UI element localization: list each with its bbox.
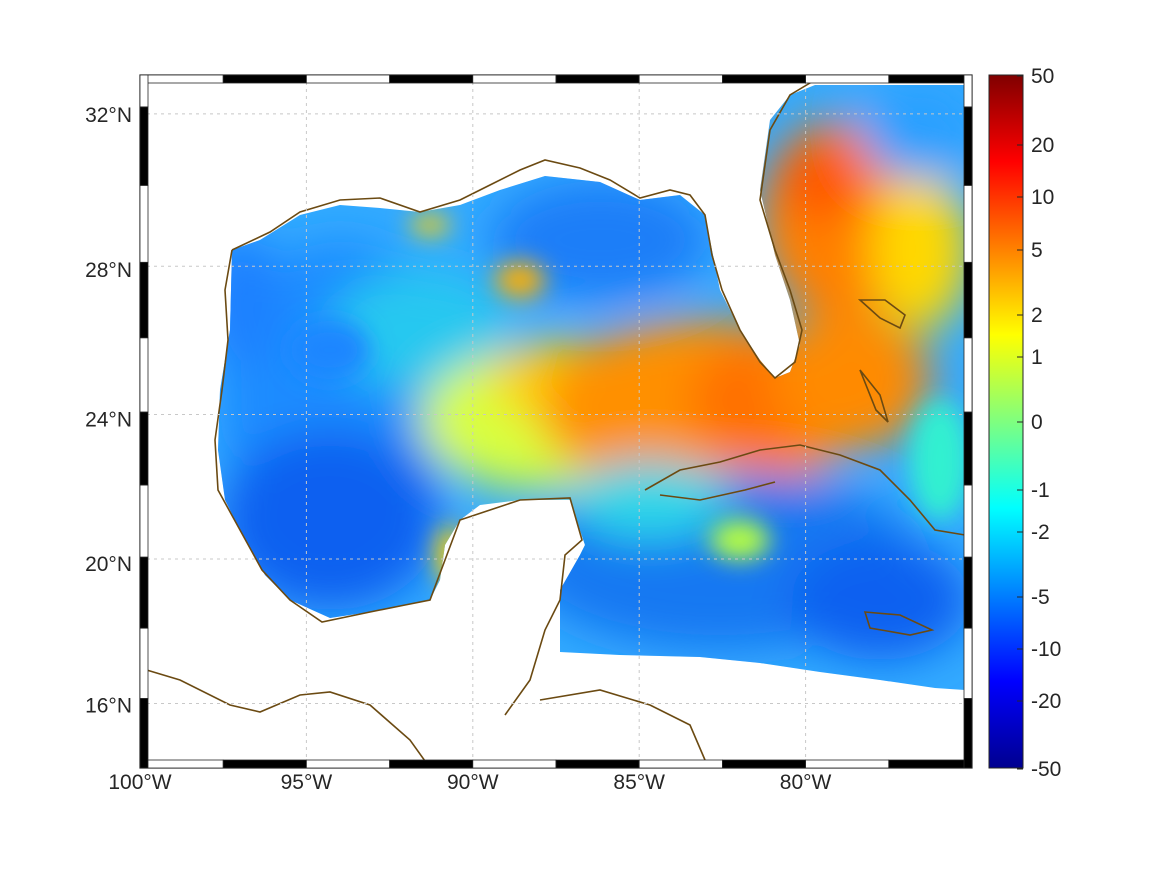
frame-band-bottom	[139, 759, 224, 769]
colorbar-tick-label: 0	[1031, 411, 1043, 434]
frame-band-bottom	[638, 759, 723, 769]
frame-band-bottom	[555, 759, 640, 769]
lat-tick-label: 16°N	[85, 694, 132, 717]
frame-band-left	[139, 106, 149, 186]
frame-band-top	[555, 74, 640, 84]
frame-band-top	[305, 74, 390, 84]
frame-band-right	[963, 184, 973, 263]
frame-band-top	[139, 74, 224, 84]
colorbar-tick-label: 1	[1031, 346, 1043, 369]
frame-band-left	[139, 411, 149, 486]
colorbar-tick-label: -1	[1031, 479, 1050, 502]
frame-band-bottom	[805, 759, 890, 769]
colorbar-tick-label: -50	[1031, 758, 1061, 781]
colorbar-tick-label: -5	[1031, 586, 1050, 609]
map-frame	[139, 74, 973, 769]
lat-tick-label: 32°N	[85, 104, 132, 127]
frame-band-top	[222, 74, 307, 84]
lat-tick-label: 28°N	[85, 259, 132, 282]
lat-tick-label: 24°N	[85, 408, 132, 431]
colorbar-tick-label: 50	[1031, 65, 1054, 88]
frame-band-top	[805, 74, 890, 84]
frame-band-top	[638, 74, 723, 84]
frame-band-left	[139, 556, 149, 629]
frame-band-top	[389, 74, 474, 84]
frame-band-right	[963, 627, 973, 699]
frame-band-left	[139, 74, 149, 108]
frame-band-bottom	[389, 759, 474, 769]
lat-tick-labels: 32°N 28°N 24°N 20°N 16°N	[85, 104, 132, 718]
lon-tick-label: 95°W	[281, 771, 333, 794]
frame-band-right	[963, 337, 973, 413]
coastlines	[139, 79, 966, 769]
lon-tick-labels: 100°W 95°W 90°W 85°W 80°W	[108, 771, 831, 794]
colorbar-tick-label: 10	[1031, 186, 1054, 209]
frame-band-right	[963, 556, 973, 629]
lon-tick-label: 100°W	[108, 771, 171, 794]
frame-band-top	[722, 74, 807, 84]
frame-band-left	[139, 484, 149, 558]
colorbar-tick-label: 20	[1031, 134, 1054, 157]
frame-band-right	[963, 484, 973, 558]
frame-band-bottom	[722, 759, 807, 769]
data-field	[218, 85, 965, 690]
frame-band-bottom	[305, 759, 390, 769]
colorbar-tick-label: 2	[1031, 304, 1043, 327]
frame-band-right	[963, 261, 973, 339]
grid-lines	[140, 75, 972, 768]
frame-band-top	[888, 74, 973, 84]
frame-band-right	[963, 106, 973, 186]
colorbar-tick-label: -2	[1031, 521, 1050, 544]
lat-tick-label: 20°N	[85, 553, 132, 576]
frame-band-left	[139, 698, 149, 769]
frame-band-right	[963, 698, 973, 769]
frame-band-bottom	[472, 759, 557, 769]
colorbar-tick-label: -10	[1031, 638, 1061, 661]
frame-band-left	[139, 184, 149, 263]
frame-band-left	[139, 261, 149, 339]
frame-band-left	[139, 627, 149, 699]
colorbar-tick-label: -20	[1031, 690, 1061, 713]
frame-band-bottom	[222, 759, 307, 769]
lon-tick-label: 85°W	[613, 771, 665, 794]
lon-tick-label: 80°W	[780, 771, 832, 794]
frame-band-right	[963, 411, 973, 486]
lon-tick-label: 90°W	[447, 771, 499, 794]
colorbar-tick-label: 5	[1031, 239, 1043, 262]
frame-band-right	[963, 74, 973, 108]
frame-band-bottom	[888, 759, 973, 769]
frame-band-left	[139, 337, 149, 413]
frame-band-top	[472, 74, 557, 84]
